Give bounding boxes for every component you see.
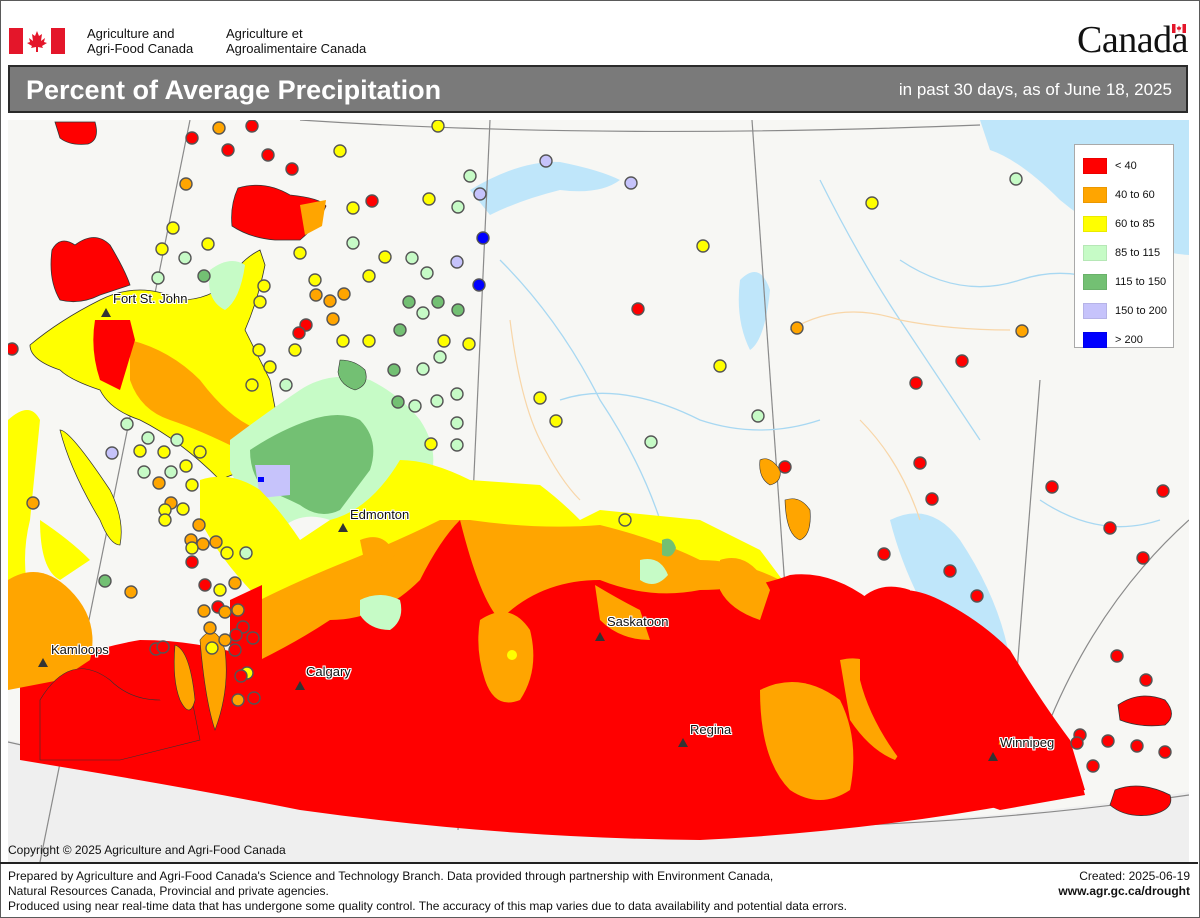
city-marker-icon xyxy=(988,752,998,761)
footer-meta: Created: 2025-06-19 www.agr.gc.ca/drough… xyxy=(1058,869,1190,899)
legend-swatch-gt200 xyxy=(1083,331,1107,348)
legend-label: 85 to 115 xyxy=(1115,246,1161,259)
department-fr-line1: Agriculture et xyxy=(226,26,303,41)
department-en-line2: Agri-Food Canada xyxy=(87,41,194,56)
legend-swatch-40-60 xyxy=(1083,186,1107,203)
legend-item: 115 to 150 xyxy=(1083,267,1173,296)
legend-label: > 200 xyxy=(1115,333,1143,346)
city-marker-icon xyxy=(678,738,688,747)
drought-url-link[interactable]: www.agr.gc.ca/drought xyxy=(1058,884,1190,898)
city-label-fort-st-john: Fort St. John xyxy=(113,291,188,306)
created-date: Created: 2025-06-19 xyxy=(1079,869,1190,883)
canada-flag-icon xyxy=(9,28,65,54)
footer-line-2: Natural Resources Canada, Provincial and… xyxy=(8,884,329,898)
wordmark-text: Canada xyxy=(1077,19,1188,61)
legend-item: 40 to 60 xyxy=(1083,180,1173,209)
city-marker-icon xyxy=(101,308,111,317)
city-label-regina: Regina xyxy=(690,722,732,737)
legend: < 40 40 to 60 60 to 85 85 to 115 115 to … xyxy=(1074,144,1174,348)
footer-divider xyxy=(0,862,1198,864)
legend-label: 150 to 200 xyxy=(1115,304,1167,317)
legend-label: 115 to 150 xyxy=(1115,275,1167,288)
legend-label: < 40 xyxy=(1115,159,1137,172)
legend-label: 60 to 85 xyxy=(1115,217,1155,230)
legend-label: 40 to 60 xyxy=(1115,188,1155,201)
city-label-calgary: Calgary xyxy=(306,664,351,679)
footer-line-1: Prepared by Agriculture and Agri-Food Ca… xyxy=(8,869,774,883)
city-label-winnipeg: Winnipeg xyxy=(1000,735,1055,750)
us-region xyxy=(8,740,1189,862)
department-name-english: Agriculture and Agri-Food Canada xyxy=(87,26,193,56)
city-marker-icon xyxy=(38,658,48,667)
city-marker-icon xyxy=(595,632,605,641)
city-label-edmonton: Edmonton xyxy=(350,507,410,522)
legend-swatch-lt40 xyxy=(1083,157,1107,174)
page-title: Percent of Average Precipitation xyxy=(26,75,442,105)
footer-line-3: Produced using near real-time data that … xyxy=(8,899,847,913)
legend-item: > 200 xyxy=(1083,325,1173,354)
legend-swatch-150-200 xyxy=(1083,302,1107,319)
department-name-french: Agriculture et Agroalimentaire Canada xyxy=(226,26,366,56)
header: Agriculture and Agri-Food Canada Agricul… xyxy=(0,0,1198,64)
city-marker-icon xyxy=(338,523,348,532)
legend-item: 150 to 200 xyxy=(1083,296,1173,325)
title-bar: Percent of Average Precipitation in past… xyxy=(8,65,1188,113)
city-label-kamloops: Kamloops xyxy=(51,642,109,657)
department-fr-line2: Agroalimentaire Canada xyxy=(226,41,367,56)
department-en-line1: Agriculture and xyxy=(87,26,175,41)
city-marker-icon xyxy=(295,681,305,690)
canada-wordmark: Canada xyxy=(1077,18,1188,62)
legend-item: 85 to 115 xyxy=(1083,238,1173,267)
legend-swatch-115-150 xyxy=(1083,273,1107,290)
wordmark-flag-icon xyxy=(1172,24,1186,33)
footer-credits: Prepared by Agriculture and Agri-Food Ca… xyxy=(8,869,847,914)
legend-swatch-60-85 xyxy=(1083,215,1107,232)
legend-item: 60 to 85 xyxy=(1083,209,1173,238)
legend-item: < 40 xyxy=(1083,151,1173,180)
copyright-text: Copyright © 2025 Agriculture and Agri-Fo… xyxy=(8,843,286,857)
precipitation-map: < 40 40 to 60 60 to 85 85 to 115 115 to … xyxy=(8,120,1189,862)
page-subtitle: in past 30 days, as of June 18, 2025 xyxy=(898,80,1172,99)
map-canvas xyxy=(8,120,1189,862)
city-label-saskatoon: Saskatoon xyxy=(607,614,669,629)
legend-swatch-85-115 xyxy=(1083,244,1107,261)
